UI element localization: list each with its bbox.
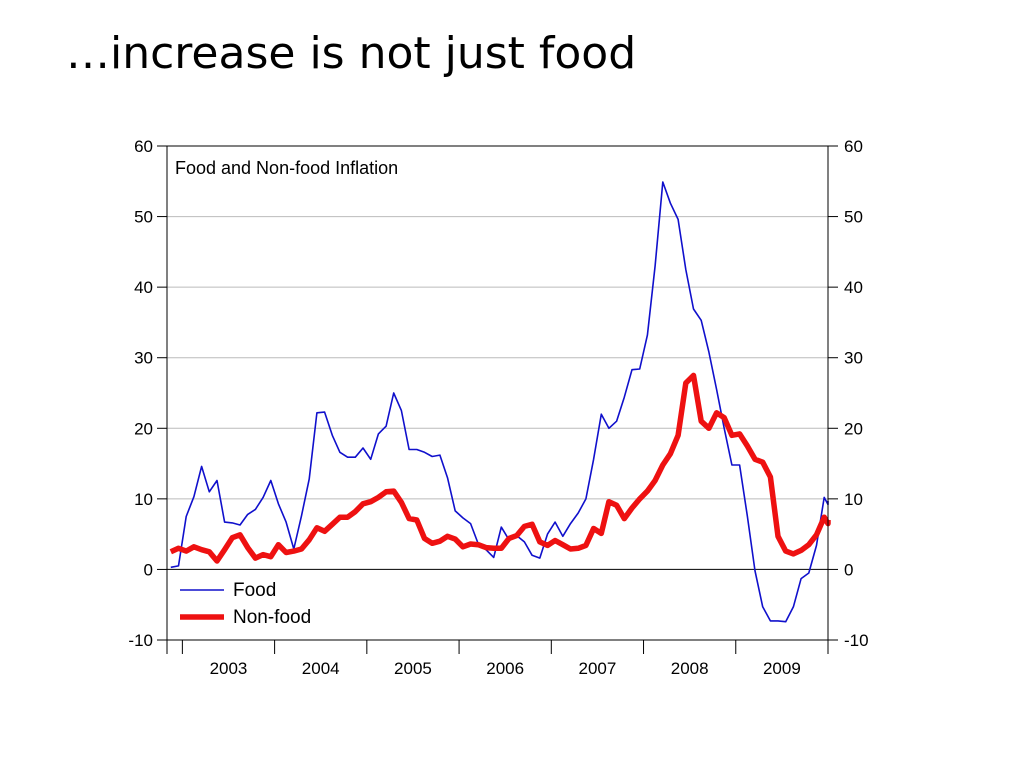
y-tick-label-right: 40 [844,278,863,297]
axes: -10 -10 0 0 10 10 20 20 30 30 40 40 50 50 60 60 2003 2004… [128,137,868,678]
y-tick-label-left: 30 [134,349,153,368]
plot-frame [166,145,829,641]
y-tick-label-right: 30 [844,349,863,368]
y-tick-label-left: -10 [128,631,153,650]
y-tick-label-right: 50 [844,208,863,227]
x-tick-label: 2008 [671,659,709,678]
legend-label-non-food: Non-food [233,607,311,628]
chart-title: Food and Non-food Inflation [175,158,398,178]
y-tick-label-left: 60 [134,137,153,156]
y-tick-label-right: -10 [844,631,869,650]
x-tick-label: 2006 [486,659,524,678]
series-line-non-food [169,372,831,564]
slide-title: …increase is not just food [66,28,637,79]
y-tick-label-left: 10 [134,490,153,509]
y-tick-label-left: 0 [144,560,153,579]
y-tick-label-left: 20 [134,419,153,438]
x-tick-label: 2007 [579,659,617,678]
x-tick-label: 2003 [210,659,248,678]
x-tick-label: 2004 [302,659,340,678]
x-tick-label: 2005 [394,659,432,678]
y-tick-label-left: 40 [134,278,153,297]
y-tick-label-right: 60 [844,137,863,156]
y-tick-label-right: 20 [844,419,863,438]
y-tick-label-right: 0 [844,560,853,579]
y-tick-label-right: 10 [844,490,863,509]
legend: Food Non-food [180,580,311,628]
y-tick-label-left: 50 [134,208,153,227]
plot-area [167,146,828,640]
legend-label-food: Food [233,580,276,601]
series-line-food [170,181,829,623]
series-lines [169,181,831,623]
x-tick-label: 2009 [763,659,801,678]
